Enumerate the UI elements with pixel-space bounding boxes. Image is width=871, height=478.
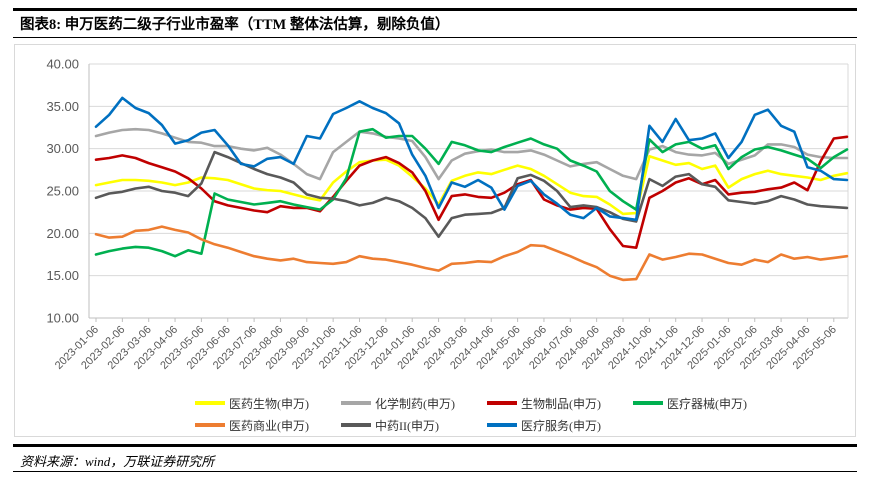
- series-line-医疗服务(申万): [94, 96, 849, 222]
- legend-line-swatch: [195, 423, 225, 427]
- y-axis-label: 15.00: [46, 268, 79, 283]
- legend-line-swatch: [341, 423, 371, 427]
- legend-item: 医疗服务(申万): [487, 417, 633, 434]
- y-axis-label: 40.00: [46, 57, 79, 72]
- series-line-医药商业(申万): [94, 225, 849, 282]
- source-note: 资料来源：wind，万联证券研究所: [20, 454, 215, 469]
- y-axis-label: 35.00: [46, 99, 79, 114]
- legend-label: 医疗服务(申万): [521, 418, 601, 433]
- y-axis-label: 30.00: [46, 141, 79, 156]
- series-line-医疗器械(申万): [94, 127, 849, 258]
- y-axis-label: 25.00: [46, 184, 79, 199]
- top-divider: [13, 8, 857, 11]
- legend-row: 医药商业(申万) 中药II(申万) 医疗服务(申万): [15, 414, 855, 436]
- legend-item: 医疗器械(申万): [633, 395, 779, 412]
- figure-title: 图表8: 申万医药二级子行业市盈率（TTM 整体法估算，剔除负值）: [20, 17, 450, 33]
- pe-line-chart: 40.0035.0030.0025.0020.0015.0010.002023-…: [46, 57, 849, 372]
- y-axis-label: 20.00: [46, 226, 79, 241]
- legend-label: 化学制药(申万): [375, 396, 455, 411]
- legend-label: 医药生物(申万): [229, 396, 309, 411]
- legend-label: 中药II(申万): [375, 418, 439, 433]
- series-line-生物制品(申万): [94, 135, 849, 249]
- series-line-医药生物(申万): [94, 155, 849, 216]
- legend-line-swatch: [487, 401, 517, 405]
- legend-item: 医药生物(申万): [195, 395, 341, 412]
- legend-item: 化学制药(申万): [341, 395, 487, 412]
- legend-line-swatch: [341, 401, 371, 405]
- footer-divider-thick: [13, 444, 857, 447]
- legend-item: 医药商业(申万): [195, 417, 341, 434]
- legend-label: 医疗器械(申万): [667, 396, 747, 411]
- series-line-中药II(申万): [94, 150, 849, 238]
- series-line-化学制药(申万): [94, 127, 849, 181]
- chart-legend: 医药生物(申万) 化学制药(申万) 生物制品(申万) 医疗器械(申万) 医药商业(申万)…: [15, 392, 855, 436]
- chart-panel: 40.00 35.00 30.00 25.00 20.00 15.00 10.00 2023-…: [14, 44, 856, 437]
- legend-row: 医药生物(申万) 化学制药(申万) 生物制品(申万) 医疗器械(申万): [15, 392, 855, 414]
- legend-label: 医药商业(申万): [229, 418, 309, 433]
- footer-divider-thin: [13, 471, 857, 472]
- legend-item: 生物制品(申万): [487, 395, 633, 412]
- legend-line-swatch: [633, 401, 663, 405]
- legend-line-swatch: [195, 401, 225, 405]
- legend-label: 生物制品(申万): [521, 396, 601, 411]
- y-axis-label: 10.00: [46, 311, 79, 326]
- legend-line-swatch: [487, 423, 517, 427]
- title-divider: [13, 37, 857, 38]
- legend-item: 中药II(申万): [341, 417, 487, 434]
